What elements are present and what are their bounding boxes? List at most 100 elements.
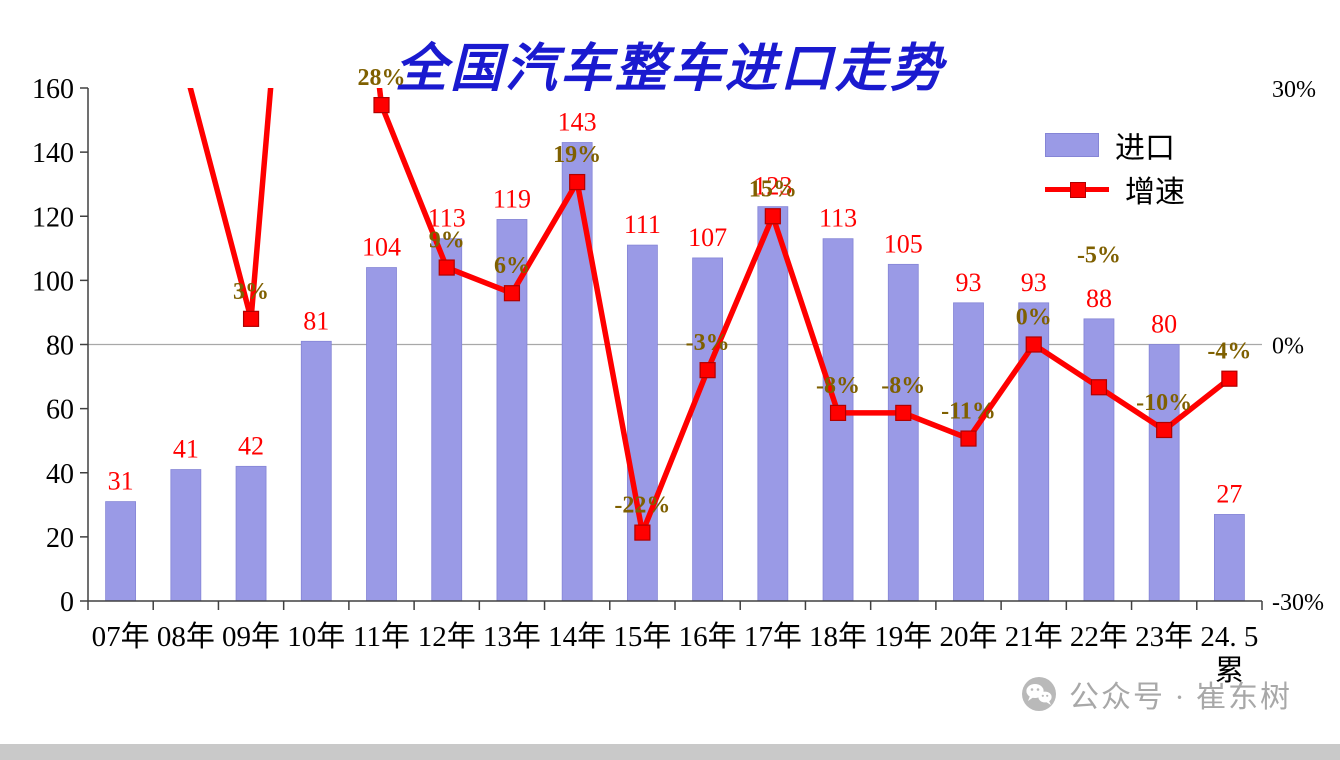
growth-value-label: -22% — [614, 493, 670, 519]
x-tick-label: 11年 — [353, 620, 410, 653]
bar-value-label: 31 — [108, 467, 134, 496]
y-axis-label: 140 — [32, 138, 74, 169]
growth-marker — [699, 362, 716, 379]
bar — [496, 219, 528, 602]
legend-item-imports: 进口 — [1045, 128, 1185, 165]
growth-marker — [895, 404, 912, 421]
x-tick-label: 16年 — [679, 620, 737, 653]
bar — [561, 142, 593, 602]
x-tick-label: 18年 — [809, 620, 867, 653]
x-tick-label: 07年 — [92, 620, 150, 653]
x-tick-label: 21年 — [1005, 620, 1063, 653]
legend-item-growth: 增速 — [1045, 172, 1185, 209]
growth-value-label: 9% — [429, 228, 465, 254]
bar-value-label: 113 — [428, 204, 466, 233]
wechat-icon — [1021, 676, 1057, 712]
x-tick-label: 15年 — [613, 620, 671, 653]
x-tick-label: 12年 — [418, 620, 476, 653]
bar-value-label: 81 — [303, 306, 329, 335]
y2-axis-label: 0% — [1272, 334, 1304, 360]
bar-value-label: 42 — [238, 431, 264, 460]
bar — [1148, 344, 1180, 602]
y-axis-label: 160 — [32, 74, 74, 105]
bar-value-label: 104 — [362, 233, 401, 262]
growth-marker — [764, 208, 781, 225]
legend-label-growth: 增速 — [1125, 176, 1185, 209]
x-tick-label: 23年 — [1135, 620, 1193, 653]
growth-value-label: -4% — [1207, 339, 1251, 365]
x-tick-label: 22年 — [1070, 620, 1128, 653]
x-tick-label: 17年 — [744, 620, 802, 653]
bar — [887, 263, 919, 602]
y-axis-label: 120 — [32, 202, 74, 233]
growth-marker — [1156, 421, 1173, 439]
growth-value-label: 0% — [1016, 305, 1052, 331]
y-axis-label: 20 — [46, 523, 74, 554]
bar-value-label: 111 — [624, 210, 661, 239]
line-swatch-icon — [1045, 178, 1109, 200]
bar-value-label: 123 — [753, 172, 792, 201]
bar — [1083, 318, 1115, 602]
bar — [235, 465, 267, 602]
y-axis-label: 0 — [60, 587, 74, 618]
bar — [366, 267, 397, 602]
x-tick-label: 13年 — [483, 620, 541, 653]
bar-value-label: 113 — [819, 204, 857, 233]
bar — [170, 469, 202, 602]
line-swatch-marker — [1070, 182, 1086, 198]
growth-value-label: 6% — [494, 253, 530, 279]
y-axis-label: 60 — [46, 395, 74, 426]
legend-label-imports: 进口 — [1115, 132, 1175, 165]
y-axis-label: 80 — [46, 331, 74, 362]
y2-axis-label: 30% — [1272, 77, 1316, 103]
bar-value-label: 119 — [493, 184, 531, 213]
legend: 进口 增速 — [1045, 128, 1185, 209]
growth-marker — [1221, 370, 1238, 387]
bar-value-label: 107 — [688, 223, 727, 252]
bar — [300, 340, 332, 602]
watermark: 公众号 · 崔东树 — [1021, 672, 1292, 716]
y2-axis-label: -30% — [1272, 590, 1324, 616]
growth-marker — [960, 430, 977, 447]
watermark-text: 公众号 · 崔东树 — [1069, 681, 1292, 714]
growth-value-label: 19% — [553, 142, 601, 168]
growth-value-label: -3% — [686, 330, 730, 356]
growth-value-label: 3% — [233, 279, 269, 305]
bar-value-label: 143 — [558, 108, 597, 137]
growth-marker — [438, 259, 455, 276]
x-tick-label: 20年 — [939, 620, 997, 653]
bottom-border — [0, 744, 1340, 760]
bar — [1213, 514, 1245, 602]
growth-line — [187, 88, 1232, 536]
growth-value-label: -11% — [941, 399, 996, 425]
growth-marker — [373, 96, 390, 114]
bar-value-label: 27 — [1216, 479, 1242, 508]
growth-marker — [1090, 379, 1108, 396]
bar-value-label: 105 — [884, 229, 923, 258]
bar-value-label: 41 — [173, 435, 199, 464]
growth-line-group — [187, 88, 1232, 536]
bar — [757, 206, 789, 602]
x-tick-label: 19年 — [874, 620, 932, 653]
bar-swatch-icon — [1045, 133, 1099, 157]
chart-title: 全国汽车整车进口走势 — [394, 41, 945, 98]
growth-marker — [569, 173, 586, 191]
growth-marker — [242, 310, 260, 327]
bar-value-label: 88 — [1086, 284, 1112, 313]
growth-value-label: 28% — [358, 65, 406, 91]
growth-value-label: -5% — [1077, 242, 1121, 268]
x-tick-label: 10年 — [287, 620, 345, 653]
x-tick-label: 14年 — [548, 620, 606, 653]
bar — [953, 302, 984, 602]
y-axis-label: 100 — [32, 266, 74, 297]
growth-value-label: -8% — [881, 373, 925, 399]
bar — [626, 244, 658, 602]
growth-value-label: 15% — [749, 176, 797, 202]
bar — [692, 257, 724, 602]
y-axis-label: 40 — [46, 459, 74, 490]
growth-value-label: -10% — [1136, 390, 1192, 416]
x-tick-label: 08年 — [157, 620, 215, 653]
